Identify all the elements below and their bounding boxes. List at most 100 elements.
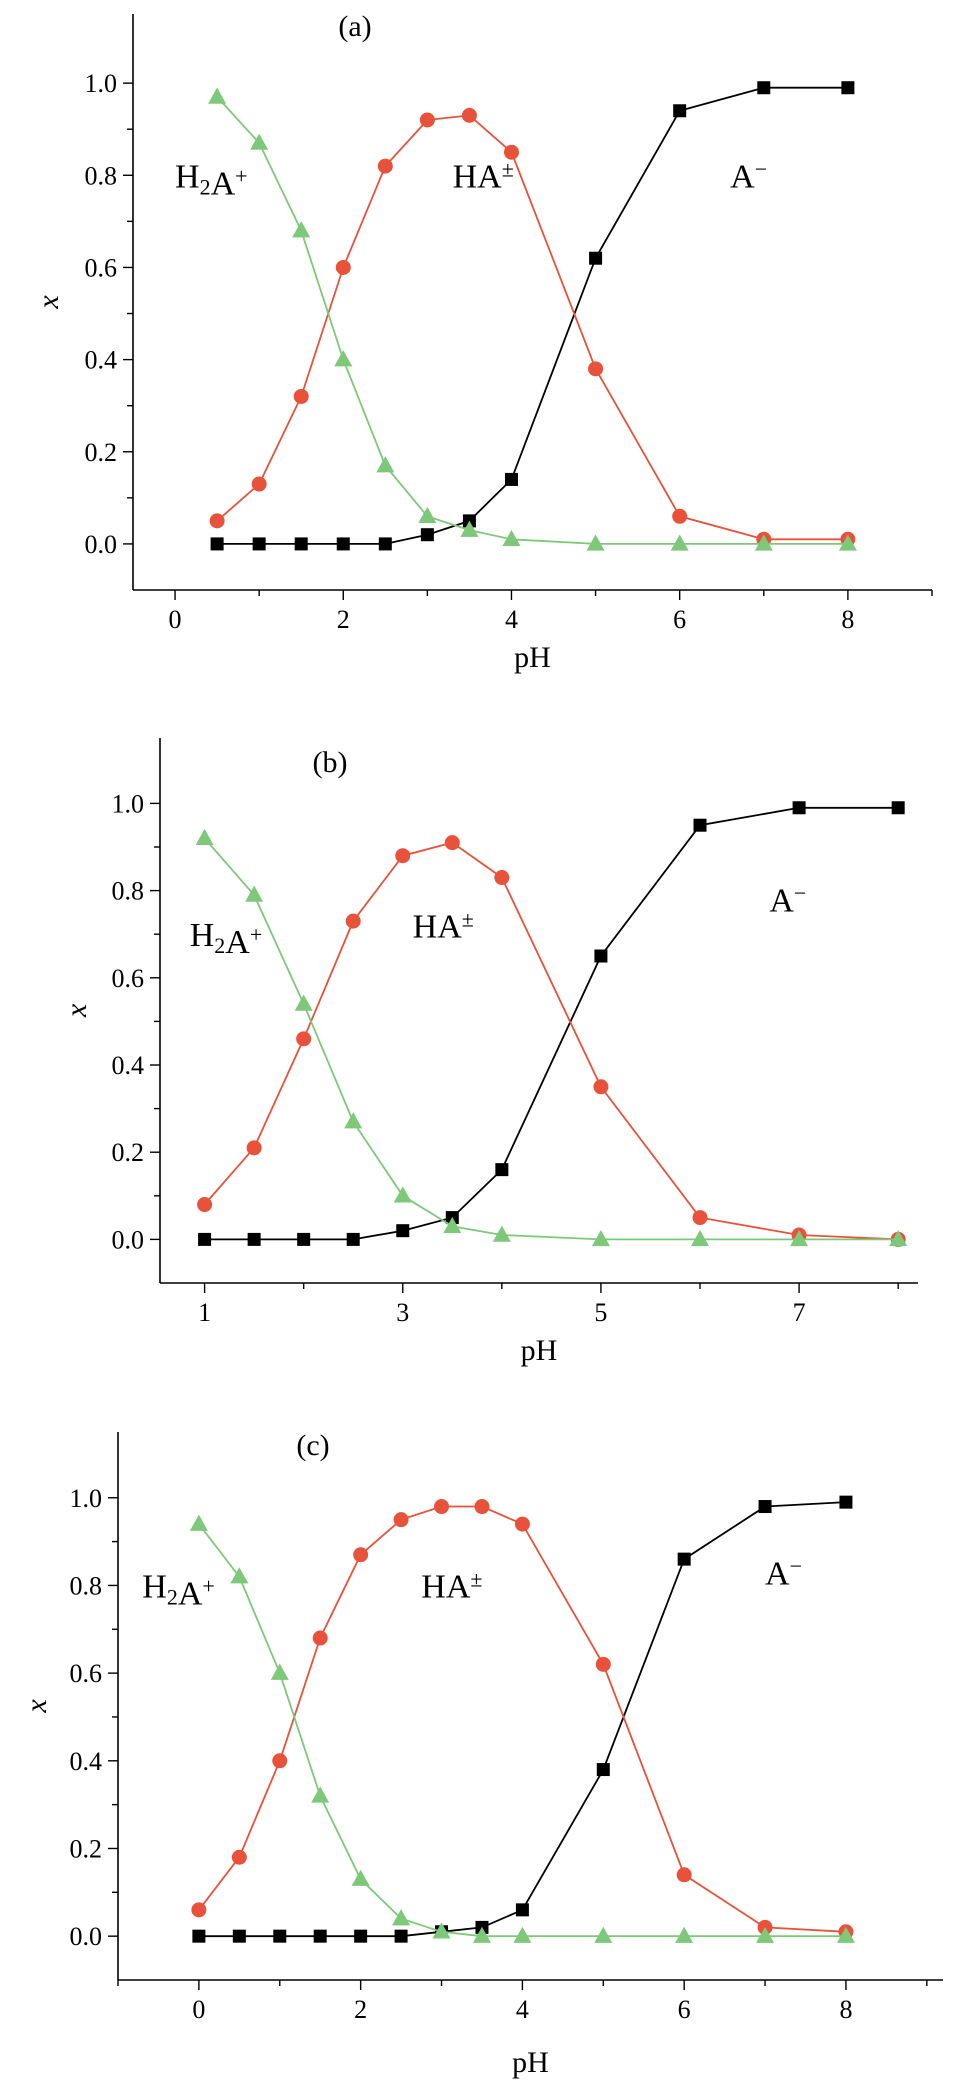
y-axis-title: x: [20, 1699, 53, 1714]
y-tick-label: 0.6: [112, 964, 145, 993]
data-point-triangle: [418, 506, 437, 524]
series-ha-zwitterion: [209, 107, 856, 547]
data-point-square: [192, 1929, 206, 1943]
panel-b: 0.0 0.2 0.4 0.6 0.8 1.0 1 3 5 7 pH x (b) H2A+ HA± A−: [60, 738, 918, 1367]
species-label: HA±: [453, 156, 514, 195]
data-point-square: [495, 1163, 509, 1177]
data-point-triangle: [836, 1926, 855, 1943]
data-point-square: [294, 537, 308, 551]
data-point-triangle: [250, 133, 269, 150]
data-point-circle: [672, 508, 688, 524]
data-point-circle: [353, 1547, 369, 1563]
y-tick-label: 1.0: [85, 69, 118, 98]
data-point-triangle: [311, 1786, 330, 1803]
data-point-triangle: [594, 1926, 613, 1943]
data-point-square: [396, 1224, 410, 1238]
data-point-circle: [588, 361, 604, 377]
data-point-square: [252, 537, 266, 551]
y-tick-label: 0.2: [70, 1834, 103, 1863]
x-tick-label: 7: [793, 1298, 806, 1327]
y-tick-label: 0.6: [70, 1659, 103, 1688]
series-a-minus: [198, 801, 905, 1246]
data-point-triangle: [292, 221, 311, 238]
species-label: A−: [730, 156, 767, 195]
data-point-circle: [494, 870, 510, 886]
data-point-square: [346, 1232, 360, 1246]
y-tick-label: 0.2: [112, 1138, 145, 1167]
x-tick-label: 3: [396, 1298, 409, 1327]
data-point-square: [336, 537, 350, 551]
data-point-triangle: [351, 1869, 370, 1886]
data-point-triangle: [432, 1922, 451, 1939]
data-point-square: [273, 1929, 287, 1943]
species-label: HA±: [421, 1566, 482, 1605]
species-label: H2A+: [175, 158, 248, 202]
data-point-circle: [474, 1499, 490, 1515]
data-point-circle: [503, 144, 519, 160]
data-point-triangle: [591, 1229, 610, 1247]
x-tick-label: 4: [505, 605, 518, 634]
data-point-triangle: [675, 1926, 694, 1943]
data-point-square: [677, 1552, 691, 1566]
data-point-triangle: [392, 1909, 411, 1926]
panel-label: (c): [296, 1429, 329, 1462]
x-tick-label: 2: [337, 605, 350, 634]
x-axis-title: pH: [514, 641, 551, 674]
series-h2a-plus: [195, 828, 908, 1247]
data-point-square: [378, 537, 392, 551]
data-point-square: [313, 1929, 327, 1943]
y-tick-label: 0.4: [85, 346, 118, 375]
data-point-circle: [209, 513, 225, 529]
data-point-triangle: [230, 1567, 249, 1584]
series-h2a-plus: [189, 1514, 855, 1943]
data-point-circle: [377, 158, 393, 174]
x-tick-label: 5: [594, 1298, 607, 1327]
data-point-circle: [231, 1849, 247, 1865]
data-point-triangle: [472, 1926, 491, 1943]
y-axis-title: x: [32, 295, 65, 310]
data-point-square: [504, 472, 518, 486]
data-point-triangle: [334, 350, 353, 367]
data-point-square: [596, 1763, 610, 1777]
species-label: HA±: [413, 906, 474, 945]
data-point-square: [758, 1500, 772, 1514]
y-tick-label: 0.0: [70, 1922, 103, 1951]
series-a-minus: [210, 81, 855, 551]
data-point-triangle: [754, 534, 773, 551]
y-tick-label: 1.0: [112, 789, 145, 818]
series-line: [204, 806, 899, 1241]
data-point-circle: [514, 1516, 530, 1532]
data-point-circle: [395, 848, 411, 864]
data-point-square: [673, 104, 687, 118]
data-point-triangle: [376, 456, 395, 473]
data-point-square: [841, 81, 855, 95]
x-tick-label: 0: [192, 1995, 205, 2024]
data-point-triangle: [691, 1229, 710, 1247]
series-a-minus: [192, 1495, 853, 1943]
data-point-square: [232, 1929, 246, 1943]
data-point-triangle: [586, 534, 605, 551]
series-line: [198, 1505, 846, 1933]
species-label: H2A+: [190, 917, 263, 961]
panel-a: 0.0 0.2 0.4 0.6 0.8 1.0 0 2 4 6 8 pH x (a) H2A+ HA± A−: [32, 10, 933, 674]
x-axis-title: pH: [512, 2046, 549, 2079]
data-point-triangle: [460, 520, 479, 537]
data-point-triangle: [270, 1663, 289, 1680]
panel-label: (b): [313, 746, 348, 779]
data-point-circle: [692, 1210, 708, 1226]
y-tick-label: 0.6: [85, 253, 118, 282]
data-point-triangle: [513, 1926, 532, 1943]
data-point-circle: [593, 1079, 609, 1095]
data-point-triangle: [492, 1225, 511, 1242]
data-point-square: [394, 1929, 408, 1943]
data-point-circle: [461, 107, 477, 123]
y-tick-label: 0.0: [112, 1225, 145, 1254]
series-line: [216, 96, 848, 545]
data-point-circle: [296, 1031, 312, 1047]
y-tick-label: 0.0: [85, 530, 118, 559]
x-tick-label: 1: [198, 1298, 211, 1327]
y-tick-label: 0.8: [70, 1571, 103, 1600]
series-line: [216, 114, 848, 541]
x-tick-label: 0: [169, 605, 182, 634]
